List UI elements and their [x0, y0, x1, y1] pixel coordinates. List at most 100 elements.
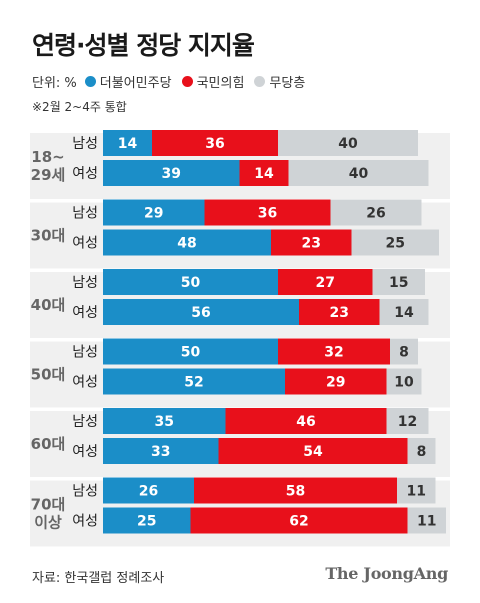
sex-label: 남성 [72, 206, 98, 222]
bar-segment-democratic [103, 130, 152, 156]
data-label-independent: 40 [338, 136, 358, 152]
data-label-ppp: 14 [254, 166, 274, 182]
age-group-label: 50대 [31, 366, 66, 384]
bar-segment-democratic [103, 438, 219, 464]
unit-label: 단위: % [32, 76, 77, 91]
data-label-democratic: 50 [181, 345, 201, 361]
data-label-democratic: 50 [181, 275, 201, 291]
data-label-democratic: 33 [151, 444, 170, 460]
sex-label: 여성 [72, 444, 98, 460]
bar-segment-independent [390, 338, 418, 365]
data-label-democratic: 26 [139, 484, 158, 500]
data-label-democratic: 48 [177, 236, 196, 252]
bar-segment-ppp [285, 368, 387, 395]
data-label-democratic: 25 [137, 514, 156, 530]
age-group-label: 40대 [31, 296, 66, 314]
data-label-ppp: 46 [296, 414, 315, 430]
bar-segment-democratic [103, 477, 194, 504]
data-label-independent: 15 [389, 275, 408, 291]
data-label-independent: 12 [398, 414, 417, 430]
age-group-label: 30대 [31, 227, 66, 245]
sex-label: 여성 [72, 166, 98, 182]
bar-segment-independent [278, 130, 418, 156]
data-label-ppp: 27 [316, 275, 335, 291]
data-label-democratic: 14 [118, 136, 138, 152]
data-label-democratic: 35 [155, 414, 174, 430]
sex-label: 남성 [72, 484, 98, 500]
data-label-independent: 26 [366, 206, 385, 222]
legend-dot-independent [254, 76, 266, 87]
bar-segment-independent [407, 438, 436, 464]
data-label-independent: 8 [417, 444, 427, 460]
bar-segment-independent [397, 477, 436, 504]
bar-segment-democratic [103, 507, 191, 534]
sex-label: 여성 [72, 514, 98, 530]
chart-title: 연령·성별 정당 지지율 [32, 31, 255, 60]
data-label-democratic: 29 [144, 206, 163, 222]
sex-label: 여성 [72, 236, 98, 252]
data-label-independent: 14 [394, 305, 414, 321]
legend-item-independent: 무당층 [254, 72, 305, 91]
legend: 단위: % 더불어민주당 국민의힘 무당층 [32, 72, 315, 91]
bar-segment-independent [372, 269, 425, 295]
data-label-ppp: 23 [302, 236, 321, 252]
publisher-logo: The JoongAng [325, 564, 448, 583]
data-label-ppp: 36 [258, 206, 277, 222]
age-group-label: 이상 [34, 514, 62, 532]
bar-segment-ppp [271, 229, 352, 256]
data-label-independent: 10 [394, 375, 414, 391]
data-label-independent: 11 [417, 514, 436, 530]
age-group-label: 29세 [31, 166, 66, 184]
bar-segment-democratic [103, 299, 299, 325]
legend-label-democratic: 더불어민주당 [99, 76, 172, 91]
bar-segment-independent [379, 299, 429, 325]
sex-label: 남성 [72, 136, 98, 152]
bar-segment-ppp [190, 507, 408, 534]
data-label-democratic: 52 [184, 375, 203, 391]
data-label-ppp: 29 [326, 375, 345, 391]
bar-segment-democratic [103, 199, 205, 226]
legend-label-independent: 무당층 [269, 76, 306, 91]
data-label-ppp: 54 [303, 444, 323, 460]
data-label-independent: 8 [399, 345, 409, 361]
data-label-independent: 40 [349, 166, 369, 182]
bar-segment-democratic [103, 229, 271, 256]
legend-label-ppp: 국민의힘 [196, 76, 245, 91]
bar-segment-ppp [278, 338, 390, 365]
bar-segment-democratic [103, 408, 226, 434]
bar-segment-democratic [103, 269, 278, 295]
legend-item-democratic: 더불어민주당 [84, 72, 172, 91]
sex-label: 남성 [72, 275, 98, 291]
legend-item-ppp: 국민의힘 [181, 72, 245, 91]
bar-segment-ppp [299, 299, 380, 325]
bar-segment-ppp [204, 199, 331, 226]
legend-dot-democratic [84, 76, 96, 87]
bar-segment-ppp [218, 438, 408, 464]
sex-label: 여성 [72, 305, 98, 321]
sex-label: 남성 [72, 345, 98, 361]
bar-segment-ppp [152, 130, 278, 156]
bar-segment-independent [288, 160, 429, 186]
data-label-democratic: 39 [162, 166, 181, 182]
data-label-ppp: 36 [205, 136, 224, 152]
source-label: 자료: 한국갤럽 정례조사 [32, 571, 165, 586]
legend-dot-ppp [181, 76, 193, 87]
data-label-ppp: 32 [324, 345, 343, 361]
data-label-ppp: 58 [286, 484, 305, 500]
age-group-label: 60대 [31, 435, 66, 453]
data-label-democratic: 56 [191, 305, 210, 321]
bar-segment-independent [330, 199, 422, 226]
sex-label: 남성 [72, 414, 98, 430]
bar-segment-independent [407, 507, 446, 534]
bar-segment-democratic [103, 368, 285, 395]
bar-segment-ppp [194, 477, 397, 504]
bar-segment-ppp [278, 269, 373, 295]
bar-segment-ppp [225, 408, 387, 434]
data-label-independent: 11 [407, 484, 426, 500]
survey-note: ※2월 2~4주 통합 [32, 100, 127, 114]
bar-segment-independent [386, 408, 429, 434]
sex-label: 여성 [72, 375, 98, 391]
bar-segment-independent [351, 229, 439, 256]
data-label-ppp: 23 [330, 305, 349, 321]
